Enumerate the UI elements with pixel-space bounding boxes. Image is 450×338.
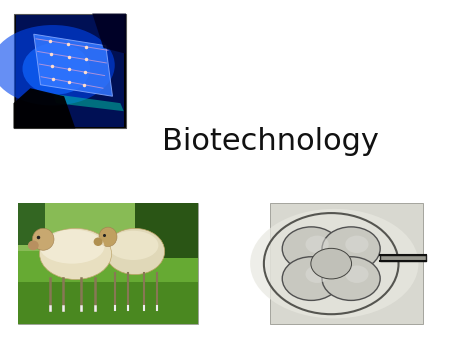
Ellipse shape [250,209,418,318]
Circle shape [322,227,380,270]
Polygon shape [53,94,124,111]
Ellipse shape [32,228,54,250]
Circle shape [306,265,329,283]
FancyBboxPatch shape [18,245,198,282]
Ellipse shape [105,228,165,274]
Ellipse shape [99,227,117,247]
Circle shape [282,227,340,270]
Circle shape [322,257,380,300]
Polygon shape [92,14,126,54]
FancyBboxPatch shape [16,15,124,127]
FancyBboxPatch shape [18,203,45,245]
Ellipse shape [40,228,112,280]
Circle shape [306,236,329,253]
Ellipse shape [28,241,39,250]
Text: Biotechnology: Biotechnology [162,127,378,156]
Ellipse shape [40,230,104,264]
FancyBboxPatch shape [380,255,426,261]
Ellipse shape [0,25,115,105]
Circle shape [345,265,369,283]
Polygon shape [14,88,76,128]
Circle shape [311,248,351,279]
Ellipse shape [94,238,103,246]
FancyBboxPatch shape [18,203,198,251]
Circle shape [266,214,397,313]
FancyBboxPatch shape [270,203,423,324]
FancyBboxPatch shape [135,203,198,258]
Polygon shape [34,34,112,96]
FancyBboxPatch shape [18,270,198,324]
FancyBboxPatch shape [14,14,126,128]
FancyBboxPatch shape [18,203,198,324]
Ellipse shape [108,231,158,260]
Ellipse shape [22,43,90,95]
Circle shape [345,236,369,253]
Circle shape [282,257,340,300]
